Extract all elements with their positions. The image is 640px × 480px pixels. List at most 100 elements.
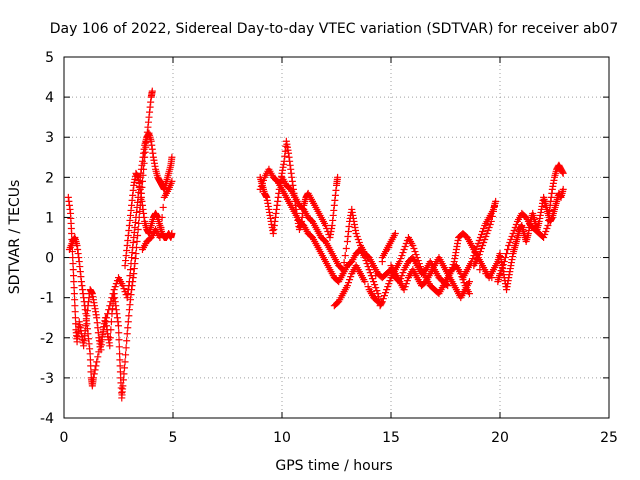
y-tick-label: -2 (40, 331, 54, 347)
data-point-plus (496, 270, 504, 278)
data-point-plus (100, 323, 108, 331)
data-point-plus (480, 239, 488, 247)
data-point-plus (352, 229, 360, 237)
data-point-plus (86, 350, 94, 358)
data-point-plus (411, 248, 419, 256)
data-point-plus (367, 288, 375, 296)
data-point-plus (94, 353, 102, 361)
data-point-plus (486, 220, 494, 228)
data-point-plus (353, 232, 361, 240)
data-point-plus (110, 286, 118, 294)
data-point-plus (71, 308, 79, 316)
x-tick-label: 25 (600, 430, 618, 446)
data-point-plus (399, 249, 407, 257)
data-point-plus (373, 287, 381, 295)
data-point-plus (368, 275, 376, 283)
data-point-plus (134, 231, 142, 239)
data-point-plus (115, 322, 122, 330)
data-point-plus (465, 290, 473, 298)
data-point-plus (475, 251, 483, 259)
data-point-plus (401, 283, 409, 291)
axis-ticks (63, 56, 610, 419)
data-point-plus (69, 260, 77, 268)
data-point-plus (108, 294, 116, 302)
data-point-plus (70, 278, 78, 286)
data-point-plus (256, 185, 264, 193)
data-point-plus (109, 290, 117, 298)
data-point-plus (380, 292, 388, 300)
data-point-plus (374, 298, 382, 306)
data-point-plus (362, 257, 370, 265)
data-point-plus (503, 250, 511, 258)
data-point-plus (479, 227, 487, 235)
data-point-plus (444, 282, 452, 290)
data-point-plus (489, 207, 497, 215)
data-point-plus (488, 274, 496, 282)
x-tick-label: 10 (273, 430, 291, 446)
data-point-plus (505, 242, 513, 250)
data-point-plus (125, 278, 133, 286)
data-point-plus (70, 284, 78, 292)
data-point-plus (107, 318, 115, 326)
data-point-plus (148, 87, 156, 95)
data-point-plus (473, 243, 481, 251)
data-point-plus (504, 246, 512, 254)
x-tick-label: 5 (169, 430, 178, 446)
data-point-plus (159, 203, 167, 211)
data-point-plus (559, 185, 567, 193)
data-point-plus (120, 364, 128, 372)
data-point-plus (116, 362, 124, 370)
data-point-plus (115, 329, 123, 337)
series-segment-6 (278, 173, 452, 290)
plot-frame (63, 56, 610, 419)
data-point-plus (122, 291, 130, 299)
data-point-plus (69, 254, 77, 262)
data-point-plus (491, 202, 499, 210)
data-point-plus (92, 362, 100, 370)
data-point-plus (330, 302, 338, 310)
data-point-plus (339, 266, 347, 274)
data-point-plus (355, 239, 363, 247)
data-point-plus (259, 176, 267, 184)
x-tick-label: 15 (382, 430, 400, 446)
data-point-plus (334, 173, 342, 181)
data-point-plus (120, 285, 128, 293)
series-segment-4 (256, 137, 342, 241)
data-point-plus (132, 250, 140, 258)
y-tick-label: 0 (45, 251, 54, 267)
data-point-plus (120, 370, 128, 378)
data-point-plus (512, 220, 520, 228)
data-point-plus (106, 342, 114, 350)
data-point-plus (476, 248, 484, 256)
data-point-plus (398, 252, 406, 260)
y-tick-label: -3 (40, 371, 54, 387)
series-segment-7 (442, 185, 567, 294)
y-tick-label: 3 (45, 130, 54, 146)
data-point-plus (397, 255, 405, 263)
data-point-plus (384, 283, 392, 291)
data-point-plus (449, 261, 457, 269)
data-point-plus (156, 234, 164, 241)
data-point-plus (483, 229, 491, 237)
data-point-plus (105, 306, 113, 314)
data-point-plus (123, 337, 131, 345)
data-point-plus (354, 236, 362, 244)
data-point-plus (168, 153, 176, 161)
data-point-plus (347, 273, 355, 281)
data-point-plus (447, 267, 455, 275)
data-point-plus (482, 232, 490, 240)
data-point-plus (412, 251, 420, 259)
data-point-plus (107, 326, 115, 334)
data-point-plus (373, 297, 381, 305)
data-point-plus (492, 197, 500, 205)
data-point-plus (119, 282, 127, 290)
series-segment-8 (459, 161, 567, 286)
data-point-plus (410, 245, 418, 253)
data-point-plus (470, 252, 478, 260)
data-point-plus (124, 324, 132, 332)
data-point-plus (103, 314, 111, 322)
chart-title: Day 106 of 2022, Sidereal Day-to-day VTE… (50, 21, 619, 37)
data-point-plus (90, 370, 98, 378)
data-point-plus (399, 269, 407, 277)
series-segment-9 (330, 229, 473, 310)
